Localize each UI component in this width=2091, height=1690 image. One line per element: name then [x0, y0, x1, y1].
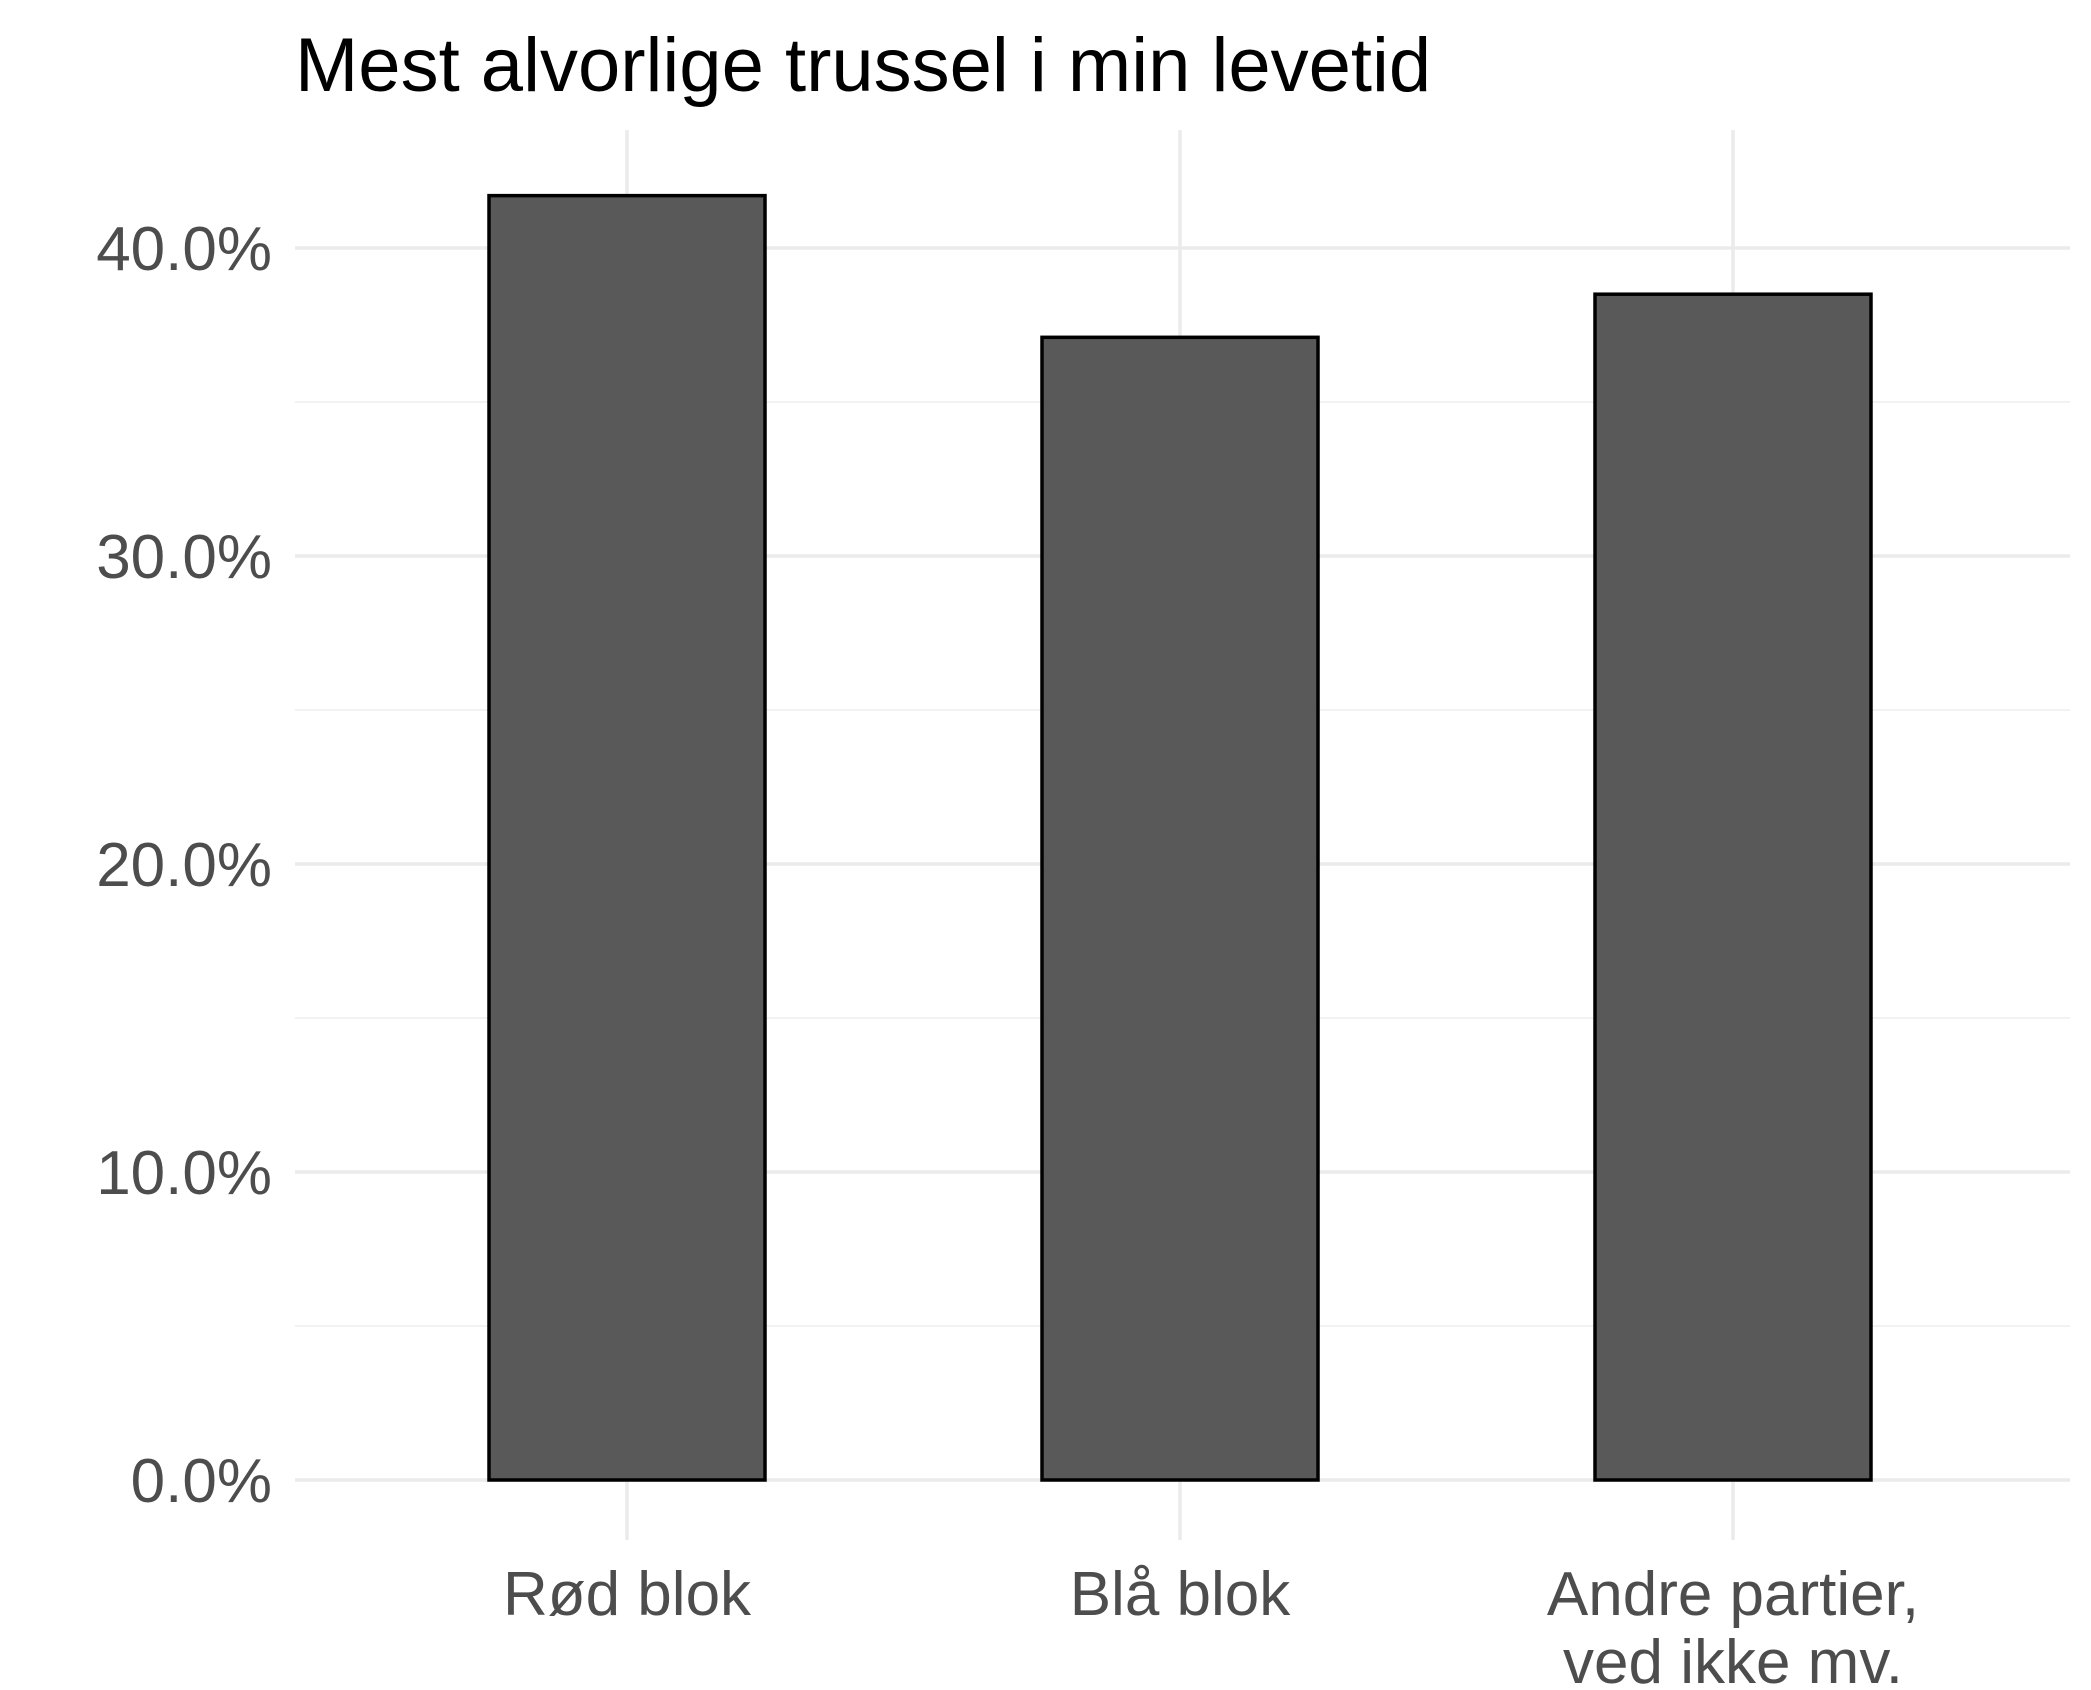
bar	[487, 193, 767, 1482]
x-tick-label: Andre partier,	[1547, 1560, 1919, 1629]
bar	[1040, 335, 1320, 1482]
y-axis-tick-labels: 0.0% 10.0% 20.0% 30.0% 40.0%	[96, 215, 272, 1516]
y-tick-label: 10.0%	[96, 1139, 272, 1208]
bars	[487, 193, 1873, 1482]
x-tick-label: Blå blok	[1070, 1560, 1292, 1629]
bar	[1593, 292, 1873, 1482]
y-tick-label: 20.0%	[96, 831, 272, 900]
y-tick-label: 40.0%	[96, 215, 272, 284]
x-axis-tick-labels: Rød blok Blå blok Andre partier,ved ikke m…	[503, 1560, 1919, 1690]
y-tick-label: 30.0%	[96, 523, 272, 592]
x-tick-label: ved ikke mv.	[1563, 1628, 1903, 1690]
chart-title: Mest alvorlige trussel i min levetid	[295, 23, 1432, 108]
x-tick-label: Rød blok	[503, 1560, 752, 1629]
y-tick-label: 0.0%	[131, 1447, 272, 1516]
